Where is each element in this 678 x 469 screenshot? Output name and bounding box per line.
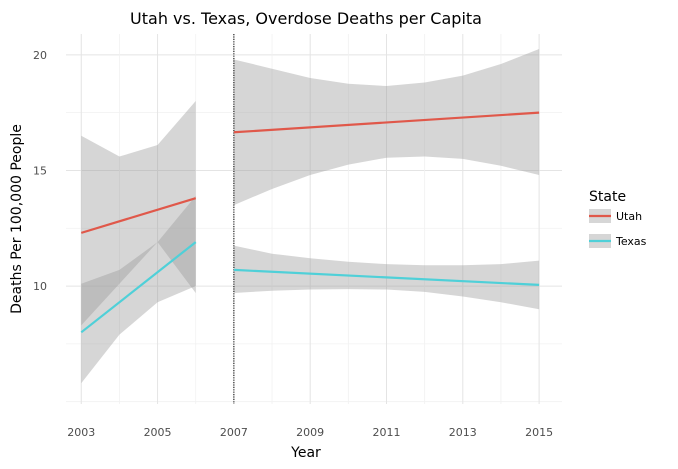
y-tick-label: 10 xyxy=(33,280,47,293)
tick-labels: 2003 2005 2007 2009 2011 2013 2015 10 15 20 xyxy=(33,49,553,439)
confidence-band-texas xyxy=(81,195,196,384)
x-tick-label: 2013 xyxy=(449,426,477,439)
y-tick-label: 20 xyxy=(33,49,47,62)
legend-item-utah: Utah xyxy=(589,209,642,223)
trend-line-utah xyxy=(233,111,540,134)
x-tick-label: 2007 xyxy=(220,426,248,439)
chart-title: Utah vs. Texas, Overdose Deaths per Capi… xyxy=(130,9,482,28)
trend-line-texas xyxy=(233,268,540,287)
legend-title: State xyxy=(589,189,626,205)
trend-line-utah xyxy=(80,197,197,234)
legend-item-texas: Texas xyxy=(589,234,647,248)
x-tick-label: 2015 xyxy=(525,426,553,439)
trend-line-texas xyxy=(80,241,197,334)
legend-label: Texas xyxy=(615,235,647,248)
x-tick-label: 2011 xyxy=(372,426,400,439)
confidence-band-utah xyxy=(233,49,540,206)
confidence-band-utah xyxy=(81,101,196,326)
x-tick-label: 2009 xyxy=(296,426,324,439)
x-axis-title: Year xyxy=(290,445,321,461)
legend-label: Utah xyxy=(616,210,642,223)
grid xyxy=(66,34,562,404)
y-tick-label: 15 xyxy=(33,164,47,177)
x-tick-label: 2003 xyxy=(67,426,95,439)
legend: State Utah Texas xyxy=(589,189,647,248)
y-axis-title: Deaths Per 100,000 People xyxy=(9,124,25,314)
x-tick-label: 2005 xyxy=(144,426,172,439)
trend-lines xyxy=(80,111,540,334)
